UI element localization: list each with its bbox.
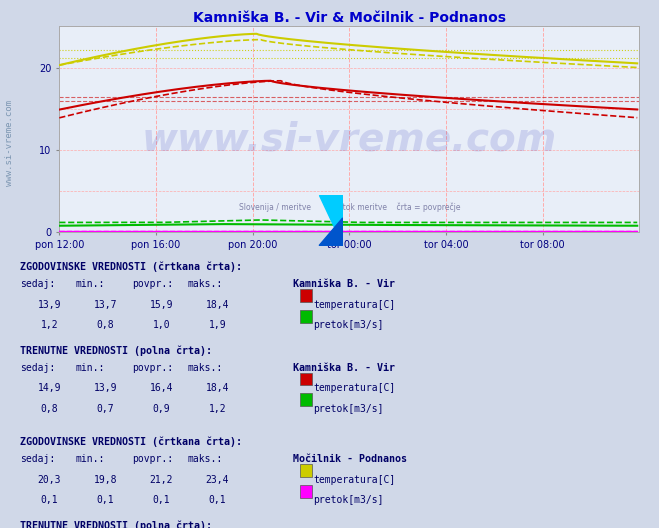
Text: Kamniška B. - Vir: Kamniška B. - Vir bbox=[293, 279, 395, 289]
Text: TRENUTNE VREDNOSTI (polna črta):: TRENUTNE VREDNOSTI (polna črta): bbox=[20, 520, 212, 528]
Text: 1,2: 1,2 bbox=[41, 320, 58, 331]
Text: 20,3: 20,3 bbox=[38, 475, 61, 485]
Text: www.si-vreme.com: www.si-vreme.com bbox=[5, 100, 14, 185]
Text: pretok[m3/s]: pretok[m3/s] bbox=[313, 320, 384, 331]
Text: 0,7: 0,7 bbox=[97, 404, 114, 414]
Text: min.:: min.: bbox=[76, 279, 105, 289]
Text: povpr.:: povpr.: bbox=[132, 363, 173, 373]
Text: povpr.:: povpr.: bbox=[132, 279, 173, 289]
Text: 0,8: 0,8 bbox=[97, 320, 114, 331]
Text: min.:: min.: bbox=[76, 454, 105, 464]
Text: maks.:: maks.: bbox=[188, 279, 223, 289]
Text: TRENUTNE VREDNOSTI (polna črta):: TRENUTNE VREDNOSTI (polna črta): bbox=[20, 345, 212, 355]
Text: 13,9: 13,9 bbox=[94, 383, 117, 393]
Text: 0,1: 0,1 bbox=[97, 495, 114, 505]
Text: maks.:: maks.: bbox=[188, 363, 223, 373]
Text: 18,4: 18,4 bbox=[206, 383, 229, 393]
Text: 18,4: 18,4 bbox=[206, 300, 229, 310]
Text: pretok[m3/s]: pretok[m3/s] bbox=[313, 495, 384, 505]
FancyBboxPatch shape bbox=[300, 310, 312, 323]
Text: 0,1: 0,1 bbox=[209, 495, 226, 505]
FancyBboxPatch shape bbox=[300, 393, 312, 406]
Text: sedaj:: sedaj: bbox=[20, 363, 55, 373]
Text: 1,0: 1,0 bbox=[153, 320, 170, 331]
Text: temperatura[C]: temperatura[C] bbox=[313, 300, 395, 310]
Text: maks.:: maks.: bbox=[188, 454, 223, 464]
Text: min.:: min.: bbox=[76, 363, 105, 373]
Text: ZGODOVINSKE VREDNOSTI (črtkana črta):: ZGODOVINSKE VREDNOSTI (črtkana črta): bbox=[20, 437, 242, 447]
FancyBboxPatch shape bbox=[300, 373, 312, 385]
FancyBboxPatch shape bbox=[300, 485, 312, 498]
Text: 1,2: 1,2 bbox=[209, 404, 226, 414]
FancyBboxPatch shape bbox=[300, 289, 312, 302]
Text: Slovenija / meritve        pretok meritve    črta = povprečje: Slovenija / meritve pretok meritve črta … bbox=[239, 203, 460, 212]
Text: 16,4: 16,4 bbox=[150, 383, 173, 393]
Text: 19,8: 19,8 bbox=[94, 475, 117, 485]
Text: 0,9: 0,9 bbox=[153, 404, 170, 414]
Text: Močilnik - Podnanos: Močilnik - Podnanos bbox=[293, 454, 407, 464]
Text: www.si-vreme.com: www.si-vreme.com bbox=[142, 121, 557, 158]
Text: ZGODOVINSKE VREDNOSTI (črtkana črta):: ZGODOVINSKE VREDNOSTI (črtkana črta): bbox=[20, 262, 242, 272]
Text: temperatura[C]: temperatura[C] bbox=[313, 383, 395, 393]
Text: sedaj:: sedaj: bbox=[20, 279, 55, 289]
Text: temperatura[C]: temperatura[C] bbox=[313, 475, 395, 485]
Text: 13,9: 13,9 bbox=[38, 300, 61, 310]
Text: pretok[m3/s]: pretok[m3/s] bbox=[313, 404, 384, 414]
Text: 1,9: 1,9 bbox=[209, 320, 226, 331]
Text: 0,1: 0,1 bbox=[153, 495, 170, 505]
FancyBboxPatch shape bbox=[300, 464, 312, 477]
Text: 0,1: 0,1 bbox=[41, 495, 58, 505]
Text: 15,9: 15,9 bbox=[150, 300, 173, 310]
Text: povpr.:: povpr.: bbox=[132, 454, 173, 464]
Text: sedaj:: sedaj: bbox=[20, 454, 55, 464]
Title: Kamniška B. - Vir & Močilnik - Podnanos: Kamniška B. - Vir & Močilnik - Podnanos bbox=[193, 11, 505, 25]
Text: 13,7: 13,7 bbox=[94, 300, 117, 310]
Text: 21,2: 21,2 bbox=[150, 475, 173, 485]
Text: 0,8: 0,8 bbox=[41, 404, 58, 414]
Text: 23,4: 23,4 bbox=[206, 475, 229, 485]
Polygon shape bbox=[319, 218, 343, 246]
Polygon shape bbox=[319, 195, 343, 246]
Text: Kamniška B. - Vir: Kamniška B. - Vir bbox=[293, 363, 395, 373]
Text: 14,9: 14,9 bbox=[38, 383, 61, 393]
